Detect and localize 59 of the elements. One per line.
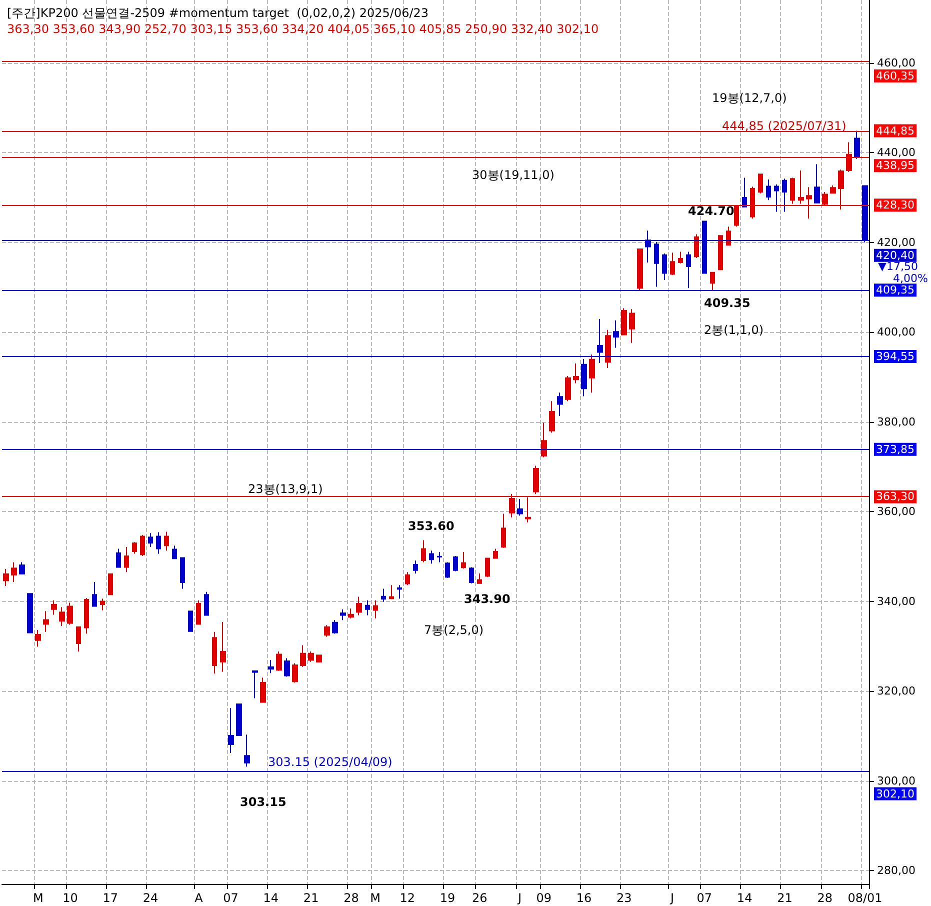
y-tick-label: 380,00 — [877, 415, 916, 428]
x-tick-label: M — [32, 891, 44, 905]
x-tick-label: 14 — [736, 891, 752, 905]
y-tick-label: 360,00 — [877, 505, 916, 518]
annotation: 343.90 — [464, 592, 510, 606]
x-tick-label: A — [194, 891, 204, 905]
ref-line-label: 420,40 — [876, 248, 914, 262]
text: 363,30 353,60 343,90 252,70 303,15 353,60 334,20 404,05 365,10 405,85 250,90 332,40 302,10 — [7, 22, 599, 36]
y-tick-label: 440,00 — [877, 146, 916, 160]
ref-line-label: 428,30 — [876, 198, 914, 212]
x-tick-label: 21 — [303, 891, 319, 905]
annotation: 353.60 — [408, 519, 454, 533]
x-tick-label: 21 — [777, 891, 792, 905]
x-tick-label: 10 — [62, 891, 78, 905]
x-tick-label: 16 — [576, 891, 592, 905]
x-tick-label: 07 — [696, 891, 712, 905]
ref-line-label: 394,55 — [876, 350, 914, 364]
ref-line-label: 438,95 — [876, 159, 914, 172]
x-tick-label: 07 — [223, 891, 238, 905]
x-tick-label: J — [670, 891, 674, 905]
x-tick-label: 19 — [440, 891, 456, 905]
x-tick-label: 17 — [102, 891, 118, 905]
y-tick-label: 320,00 — [877, 684, 916, 698]
x-tick-label: 12 — [400, 891, 416, 905]
y-tick-label: 300,00 — [877, 774, 916, 788]
x-tick-label: 23 — [616, 891, 632, 905]
ref-line-label: 302,10 — [876, 787, 914, 800]
x-tick-label: 26 — [472, 891, 488, 905]
text: [주간]KP200 선물연결-2509 #momentum target (0,02,0,2) 2025/06/23 — [7, 6, 429, 20]
annotation: 2봉(1,1,0) — [704, 323, 764, 337]
x-tick-label: 28 — [344, 891, 359, 905]
x-tick-label: 28 — [817, 891, 832, 905]
ref-line-label: 460,35 — [876, 69, 914, 82]
ref-line-label: 409,35 — [876, 284, 914, 297]
annotation: 23봉(13,9,1) — [248, 482, 323, 496]
x-tick-label: 24 — [142, 891, 158, 905]
ref-line-label: 363,30 — [876, 490, 914, 504]
annotation: 409.35 — [704, 296, 750, 310]
annotation: 424.70 — [688, 204, 734, 218]
x-tick-label: 09 — [536, 891, 552, 905]
x-tick-label: 14 — [263, 891, 279, 905]
x-tick-label: M — [370, 891, 380, 905]
y-tick-label: 420,00 — [877, 236, 916, 249]
ref-line-label: 373,85 — [876, 442, 914, 456]
ref-line-label: 444,85 — [876, 124, 914, 138]
y-tick-label: 400,00 — [877, 326, 916, 339]
annotation: 303.15 — [240, 795, 286, 809]
x-tick-label: 08/01 — [848, 891, 882, 905]
annotation: 444,85 (2025/07/31) — [722, 119, 846, 133]
annotation: 19봉(12,7,0) — [712, 91, 787, 105]
x-tick-label: J — [517, 891, 522, 905]
annotation: 7봉(2,5,0) — [424, 623, 484, 637]
y-tick-label: 460,00 — [877, 56, 916, 70]
text: ▼17,50 — [878, 260, 918, 273]
annotation: 30봉(19,11,0) — [472, 168, 554, 182]
text: 4,00% — [893, 272, 928, 285]
annotation: 303.15 (2025/04/09) — [268, 755, 392, 769]
y-tick-label: 280,00 — [877, 864, 916, 878]
y-tick-label: 340,00 — [877, 594, 916, 608]
